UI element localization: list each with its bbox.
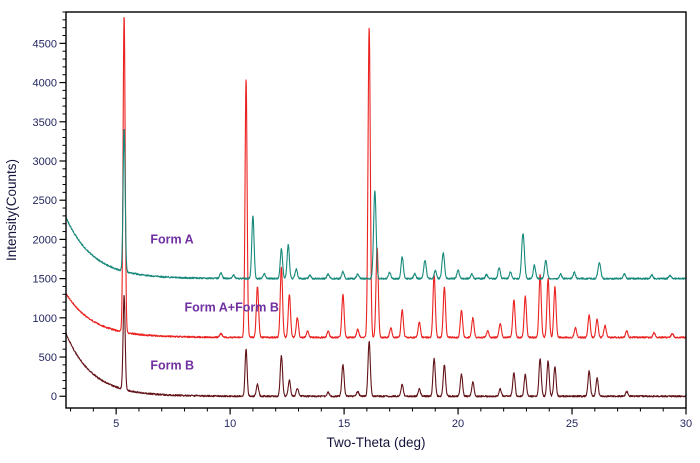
x-tick-label: 30 [680, 418, 692, 430]
y-tick-label: 3000 [33, 156, 57, 168]
x-tick-label: 25 [566, 418, 578, 430]
series-form-a-form-b [66, 17, 686, 339]
y-axis-label: Intensity(Counts) [4, 159, 19, 261]
x-tick-label: 10 [224, 418, 236, 430]
x-tick-label: 20 [452, 418, 464, 430]
y-tick-label: 0 [51, 391, 57, 403]
y-tick-label: 4500 [33, 38, 57, 50]
annotation-form-a-form-b: Form A+Form B [185, 301, 279, 315]
y-tick-label: 2500 [33, 195, 57, 207]
y-tick-label: 1000 [33, 313, 57, 325]
x-tick-label: 15 [338, 418, 350, 430]
y-tick-label: 4000 [33, 78, 57, 90]
y-tick-label: 2000 [33, 234, 57, 246]
x-axis-label: Two-Theta (deg) [326, 435, 425, 450]
y-tick-label: 3500 [33, 117, 57, 129]
y-tick-label: 500 [39, 352, 57, 364]
annotation-form-a: Form A [150, 232, 193, 246]
plot-frame [65, 11, 687, 409]
x-tick-label: 5 [113, 418, 119, 430]
y-tick-label: 1500 [33, 274, 57, 286]
series-form-a [66, 128, 686, 280]
series-form-b [66, 294, 686, 398]
annotation-form-b: Form B [150, 359, 194, 373]
